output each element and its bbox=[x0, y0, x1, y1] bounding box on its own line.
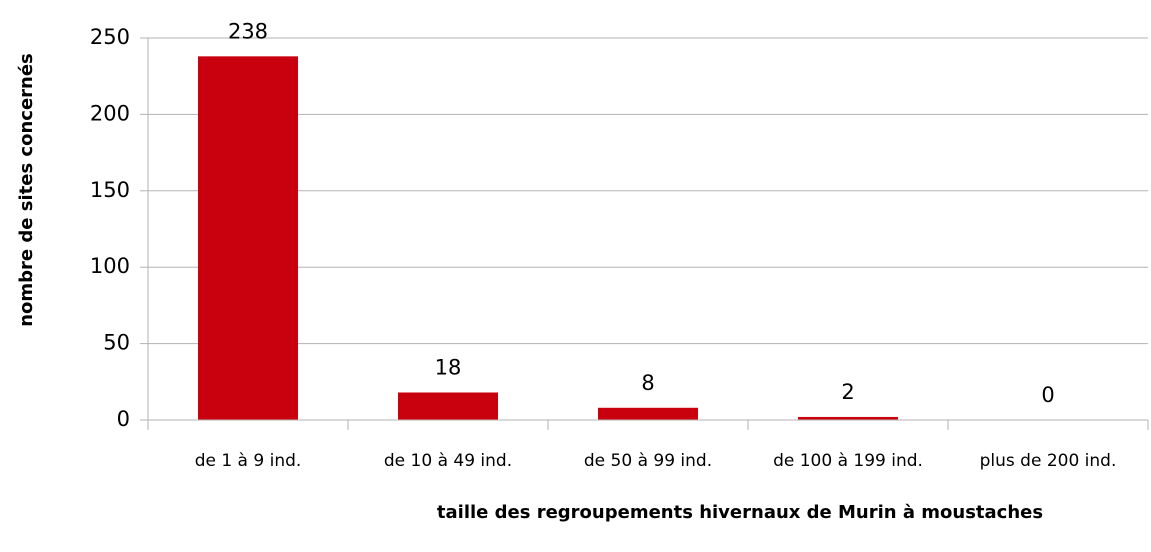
bar bbox=[398, 392, 498, 420]
y-axis-title: nombre de sites concernés bbox=[16, 53, 37, 327]
x-axis-title: taille des regroupements hivernaux de Mu… bbox=[437, 502, 1043, 523]
bar bbox=[598, 407, 698, 420]
x-tick-label: plus de 200 ind. bbox=[980, 451, 1117, 471]
data-label: 0 bbox=[1041, 383, 1054, 407]
y-tick-label: 250 bbox=[90, 25, 130, 49]
x-tick-label: de 10 à 49 ind. bbox=[384, 451, 512, 471]
y-tick-label: 200 bbox=[90, 101, 130, 125]
y-tick-label: 150 bbox=[90, 178, 130, 202]
data-label: 18 bbox=[435, 355, 462, 379]
data-label: 8 bbox=[641, 371, 654, 395]
bar bbox=[198, 56, 298, 420]
y-tick-label: 50 bbox=[103, 331, 130, 355]
y-tick-label: 100 bbox=[90, 254, 130, 278]
x-tick-label: de 1 à 9 ind. bbox=[195, 451, 302, 471]
bar bbox=[798, 416, 898, 420]
data-label: 238 bbox=[228, 19, 268, 43]
y-tick-label: 0 bbox=[117, 407, 130, 431]
data-label: 2 bbox=[841, 380, 854, 404]
x-tick-label: de 100 à 199 ind. bbox=[773, 451, 923, 471]
x-tick-label: de 50 à 99 ind. bbox=[584, 451, 712, 471]
